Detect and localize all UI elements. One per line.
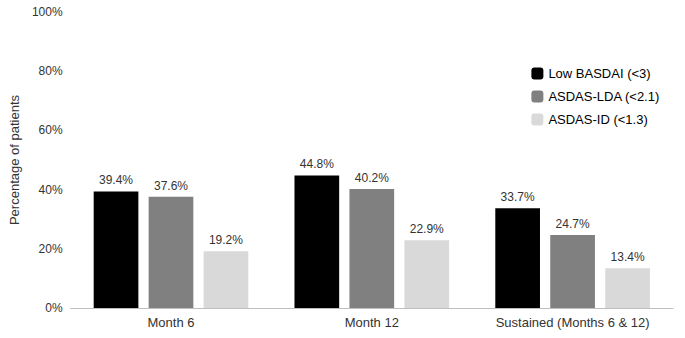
svg-text:40.2%: 40.2% — [355, 171, 389, 185]
svg-text:19.2%: 19.2% — [209, 233, 243, 247]
svg-text:Month 12: Month 12 — [345, 315, 399, 330]
svg-text:33.7%: 33.7% — [501, 190, 535, 204]
svg-text:24.7%: 24.7% — [556, 217, 590, 231]
svg-text:Month 6: Month 6 — [148, 315, 195, 330]
svg-text:100%: 100% — [32, 5, 63, 19]
svg-text:40%: 40% — [39, 183, 63, 197]
svg-text:0%: 0% — [45, 301, 63, 315]
svg-text:20%: 20% — [39, 242, 63, 256]
svg-text:39.4%: 39.4% — [99, 173, 133, 187]
svg-text:60%: 60% — [39, 123, 63, 137]
svg-text:Sustained (Months 6 & 12): Sustained (Months 6 & 12) — [496, 315, 650, 330]
svg-text:Percentage of patients: Percentage of patients — [7, 94, 22, 225]
svg-text:80%: 80% — [39, 64, 63, 78]
svg-text:ASDAS-ID (<1.3): ASDAS-ID (<1.3) — [548, 112, 647, 127]
svg-text:22.9%: 22.9% — [410, 222, 444, 236]
svg-text:13.4%: 13.4% — [611, 250, 645, 264]
svg-text:37.6%: 37.6% — [154, 179, 188, 193]
svg-text:ASDAS-LDA (<2.1): ASDAS-LDA (<2.1) — [548, 89, 659, 104]
svg-text:Low BASDAI (<3): Low BASDAI (<3) — [548, 66, 650, 81]
svg-text:44.8%: 44.8% — [300, 157, 334, 171]
